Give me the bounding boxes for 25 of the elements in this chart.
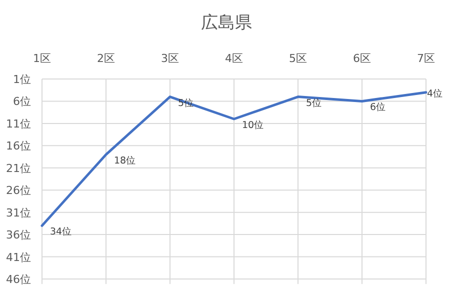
data-label: 5位 [306, 96, 322, 109]
y-tick-label: 41位 [6, 250, 31, 264]
x-tick-label: 2区 [97, 52, 115, 65]
x-tick-label: 3区 [161, 52, 179, 65]
y-tick-label: 11位 [6, 117, 31, 130]
y-tick-label: 6位 [13, 95, 31, 108]
x-tick-label: 4区 [225, 52, 243, 65]
y-tick-label: 26位 [6, 184, 31, 198]
data-label: 4位 [427, 87, 444, 100]
x-tick-label: 7区 [417, 52, 435, 65]
data-label: 10位 [242, 119, 264, 131]
x-tick-label: 1区 [33, 52, 51, 65]
x-tick-label: 6区 [353, 52, 371, 65]
data-label: 6位 [370, 101, 386, 114]
line-series [40, 91, 428, 227]
data-label: 34位 [50, 226, 72, 238]
data-label: 18位 [114, 154, 136, 167]
y-tick-label: 31位 [6, 206, 31, 220]
y-tick-label: 21位 [6, 162, 31, 175]
x-tick-label: 5区 [289, 52, 307, 65]
y-tick-label: 36位 [6, 228, 31, 242]
y-tick-label: 1位 [13, 73, 31, 86]
chart-title: 広島県 [201, 13, 252, 33]
y-tick-label: 16位 [6, 140, 31, 153]
y-tick-label: 46位 [6, 273, 31, 286]
